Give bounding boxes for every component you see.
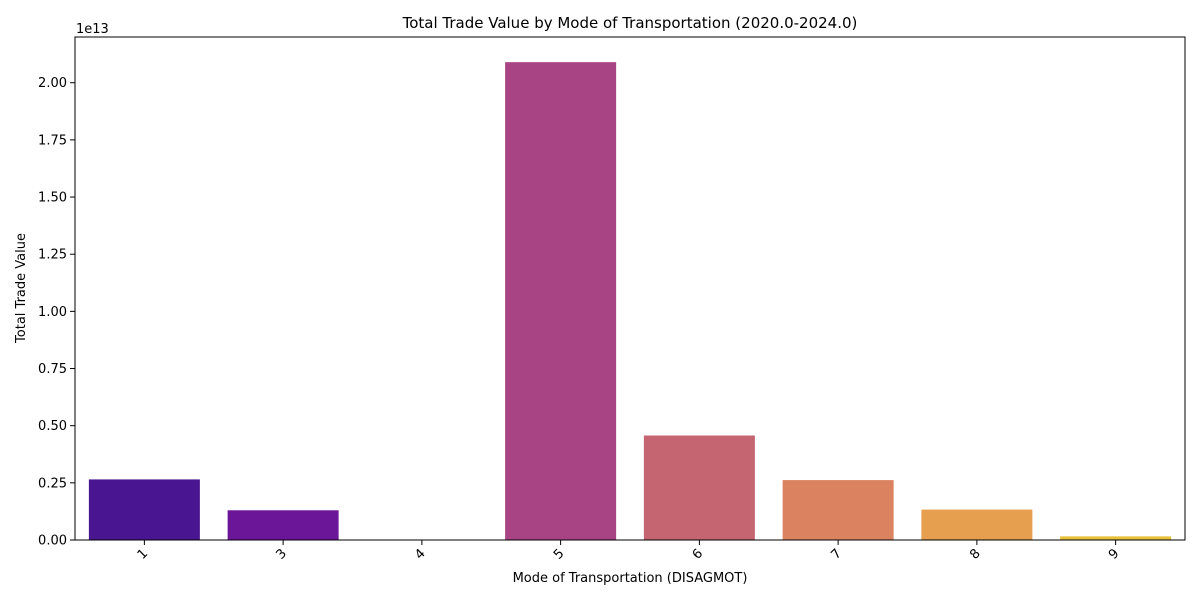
- bars: [88, 62, 1172, 541]
- y-tick-label: 2.00: [38, 76, 67, 91]
- y-tick-label: 1.25: [38, 248, 67, 263]
- x-axis-label: Mode of Transportation (DISAGMOT): [513, 571, 748, 586]
- y-axis-label: Total Trade Value: [14, 233, 29, 344]
- bar-9: [1060, 536, 1172, 540]
- y-axis-ticks: 0.00 0.25 0.50 0.75 1.00 1.25 1.50 1.75 2.00: [38, 76, 75, 549]
- bar-8: [921, 509, 1033, 540]
- bar-6: [643, 435, 755, 540]
- y-tick-label: 0.00: [38, 534, 67, 549]
- x-tick-label: 1: [135, 546, 151, 562]
- plot-frame: [74, 36, 1186, 541]
- y-tick-label: 1.00: [38, 305, 67, 320]
- x-tick-label: 8: [967, 546, 983, 562]
- bar-3: [227, 510, 339, 540]
- x-tick-label: 4: [412, 546, 428, 562]
- y-tick-label: 0.75: [38, 362, 67, 377]
- x-axis-ticks: 1 3 4 5 6 7 8 9: [135, 540, 1122, 563]
- y-tick-label: 1.75: [38, 133, 67, 148]
- bar-5: [505, 62, 617, 541]
- y-tick-label: 0.50: [38, 419, 67, 434]
- x-tick-label: 7: [828, 546, 844, 562]
- y-tick-label: 1.50: [38, 191, 67, 206]
- x-tick-label: 5: [551, 546, 567, 562]
- y-offset-label: 1e13: [76, 22, 109, 37]
- x-tick-label: 9: [1106, 546, 1122, 562]
- bar-7: [782, 480, 894, 540]
- chart-title: Total Trade Value by Mode of Transportat…: [402, 14, 858, 32]
- y-tick-label: 0.25: [38, 476, 67, 491]
- bar-1: [88, 479, 200, 540]
- x-tick-label: 6: [690, 546, 706, 562]
- x-tick-label: 3: [273, 546, 289, 562]
